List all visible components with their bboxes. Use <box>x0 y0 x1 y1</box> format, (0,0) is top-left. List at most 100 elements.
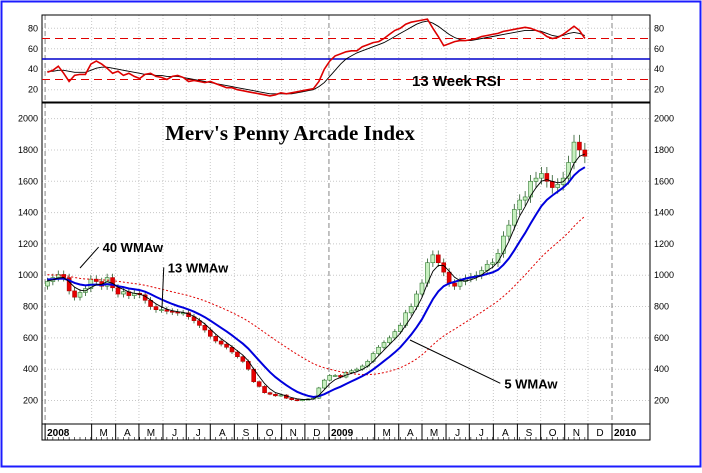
rsi-y-tick-left: 60 <box>28 44 38 54</box>
candle-down <box>240 356 246 362</box>
annotation-5-wmaw-label: 40 WMAw <box>103 240 164 255</box>
month-label: S <box>243 428 250 439</box>
price-y-tick-right: 400 <box>654 364 669 374</box>
month-label: S <box>526 428 533 439</box>
price-y-tick-left: 1400 <box>18 208 38 218</box>
month-label: M <box>430 428 438 439</box>
annotation-13-wmaw-label: 13 WMAw <box>168 260 229 275</box>
price-y-tick-right: 1200 <box>654 239 674 249</box>
candle-up <box>300 399 305 402</box>
month-label: J <box>479 428 484 439</box>
month-label: J <box>172 428 177 439</box>
month-label: M <box>383 428 391 439</box>
rsi-y-tick-right: 40 <box>654 64 664 74</box>
candle-up <box>408 306 414 314</box>
month-label: N <box>573 428 580 439</box>
price-y-tick-right: 1800 <box>654 145 674 155</box>
price-y-tick-right: 600 <box>654 333 669 343</box>
candle-up <box>501 235 506 254</box>
month-label: D <box>313 428 320 439</box>
candle-down <box>289 397 295 401</box>
candle-up <box>387 337 392 343</box>
price-y-tick-left: 1800 <box>18 145 38 155</box>
candle-up <box>349 370 354 373</box>
month-label: A <box>407 428 414 439</box>
candle-up <box>397 325 403 332</box>
price-y-tick-left: 400 <box>23 364 38 374</box>
candle-down <box>202 325 208 331</box>
candle-up <box>539 173 544 179</box>
candle-up <box>327 375 333 381</box>
price-y-tick-right: 200 <box>654 396 669 406</box>
price-y-tick-left: 2000 <box>18 114 38 124</box>
rsi-y-tick-right: 60 <box>654 44 664 54</box>
month-label: N <box>290 428 297 439</box>
candle-down <box>164 309 170 312</box>
candle-down <box>262 386 267 393</box>
month-label: D <box>596 428 603 439</box>
grid <box>42 15 650 424</box>
year-label: 2010 <box>614 428 637 439</box>
candle-down <box>218 340 224 345</box>
axes: 20 20 40 40 60 60 80 80 200 200 400 400 600 600 800 800… <box>18 23 674 440</box>
candle-up <box>506 224 512 237</box>
annotation-leader <box>79 246 99 269</box>
annotation-leader <box>409 339 501 384</box>
month-label: O <box>549 428 557 439</box>
annotation-leader <box>161 267 165 309</box>
rsi-line <box>47 18 586 97</box>
rsi-y-tick-right: 20 <box>654 85 664 95</box>
year-label: 2008 <box>47 428 70 439</box>
candle-up <box>159 309 164 311</box>
annotations: 40 WMAw 13 WMAw 5 WMAw <box>79 240 558 391</box>
wma-5-line <box>47 153 586 400</box>
month-label: J <box>455 428 460 439</box>
candle-down <box>72 290 77 298</box>
candle-down <box>213 336 219 342</box>
candle-down <box>235 351 240 357</box>
candle-up <box>419 282 425 295</box>
rsi-y-tick-left: 40 <box>28 64 38 74</box>
rsi-y-tick-left: 80 <box>28 23 38 33</box>
candle-up <box>457 281 463 287</box>
price-y-tick-right: 1600 <box>654 176 674 186</box>
candle-down <box>153 306 159 310</box>
price-y-tick-left: 800 <box>23 302 38 312</box>
candle-down <box>582 149 588 157</box>
month-label: A <box>219 428 226 439</box>
candle-down <box>446 271 452 284</box>
price-panel <box>45 134 588 402</box>
candle-up <box>555 184 561 188</box>
candle-up <box>533 177 539 182</box>
candle-down <box>452 282 457 287</box>
candle-up <box>45 281 50 287</box>
rsi-signal-line <box>47 20 586 95</box>
price-y-tick-right: 1400 <box>654 208 674 218</box>
wma-13-line <box>47 166 586 399</box>
month-label: M <box>147 428 155 439</box>
candle-up <box>77 292 83 298</box>
candle-down <box>256 381 262 387</box>
rsi-y-tick-right: 80 <box>654 23 664 33</box>
candle-up <box>332 375 338 377</box>
candle-up <box>528 180 533 198</box>
candle-up <box>354 368 360 372</box>
annotation-40-wmaw-label: 5 WMAw <box>504 376 558 391</box>
month-label: A <box>124 428 131 439</box>
candle-down <box>577 141 582 151</box>
price-y-tick-right: 800 <box>654 302 669 312</box>
year-label: 2009 <box>331 428 354 439</box>
candle-up <box>381 342 387 348</box>
candle-up <box>278 394 284 397</box>
wma-40-line <box>47 215 586 376</box>
candle-down <box>229 346 235 353</box>
candle-down <box>273 393 278 397</box>
price-y-tick-right: 1000 <box>654 270 674 280</box>
candle-up <box>517 199 523 210</box>
candle-up <box>392 331 398 339</box>
rsi-y-tick-left: 20 <box>28 85 38 95</box>
price-y-tick-left: 200 <box>23 396 38 406</box>
month-label: A <box>502 428 509 439</box>
